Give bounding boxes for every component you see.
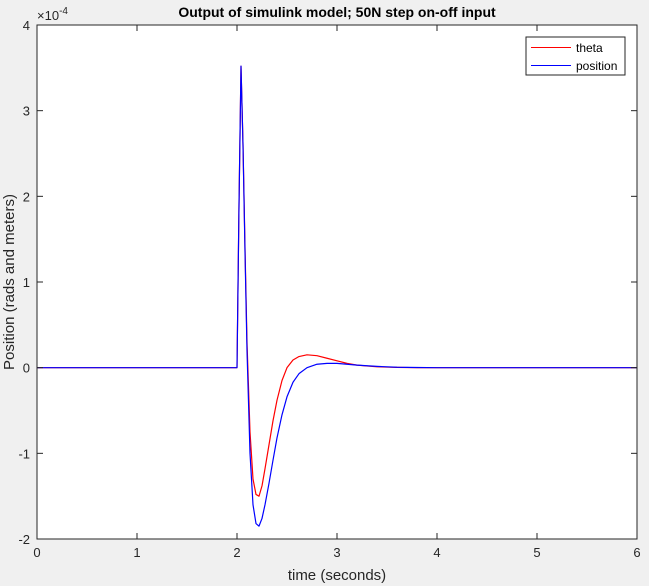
x-tick-label: 0	[33, 545, 40, 560]
legend-box	[525, 36, 626, 76]
x-axis-label: time (seconds)	[288, 567, 386, 584]
y-tick-label: -1	[18, 446, 30, 461]
x-tick-label: 2	[233, 545, 240, 560]
y-exponent-label: ×10-4	[37, 6, 68, 23]
x-tick-label: 1	[133, 545, 140, 560]
x-tick-label: 6	[633, 545, 640, 560]
y-tick-label: 4	[23, 18, 30, 33]
y-tick-label: 1	[23, 275, 30, 290]
series-line-position	[37, 65, 637, 527]
legend-label-theta: theta	[576, 41, 603, 55]
x-tick-label: 3	[333, 545, 340, 560]
plot-area	[37, 25, 637, 539]
tick-layer: 0 1 2 3 4 5 6 -2 -1 0 1 2 3 4	[18, 18, 640, 560]
y-exponent-base: ×10	[37, 8, 59, 23]
x-tick-label: 4	[433, 545, 440, 560]
series-layer	[37, 65, 637, 527]
legend-label-position: position	[576, 59, 617, 73]
y-tick-label: 3	[23, 104, 30, 119]
legend: theta position	[525, 36, 626, 76]
x-tick-label: 5	[533, 545, 540, 560]
y-tick-label: -2	[18, 532, 30, 547]
y-exponent-power: -4	[59, 6, 68, 17]
y-tick-label: 0	[23, 361, 30, 376]
y-tick-label: 2	[23, 189, 30, 204]
chart-title: Output of simulink model; 50N step on-of…	[178, 4, 496, 20]
y-axis-label: Position (rads and meters)	[1, 194, 18, 370]
